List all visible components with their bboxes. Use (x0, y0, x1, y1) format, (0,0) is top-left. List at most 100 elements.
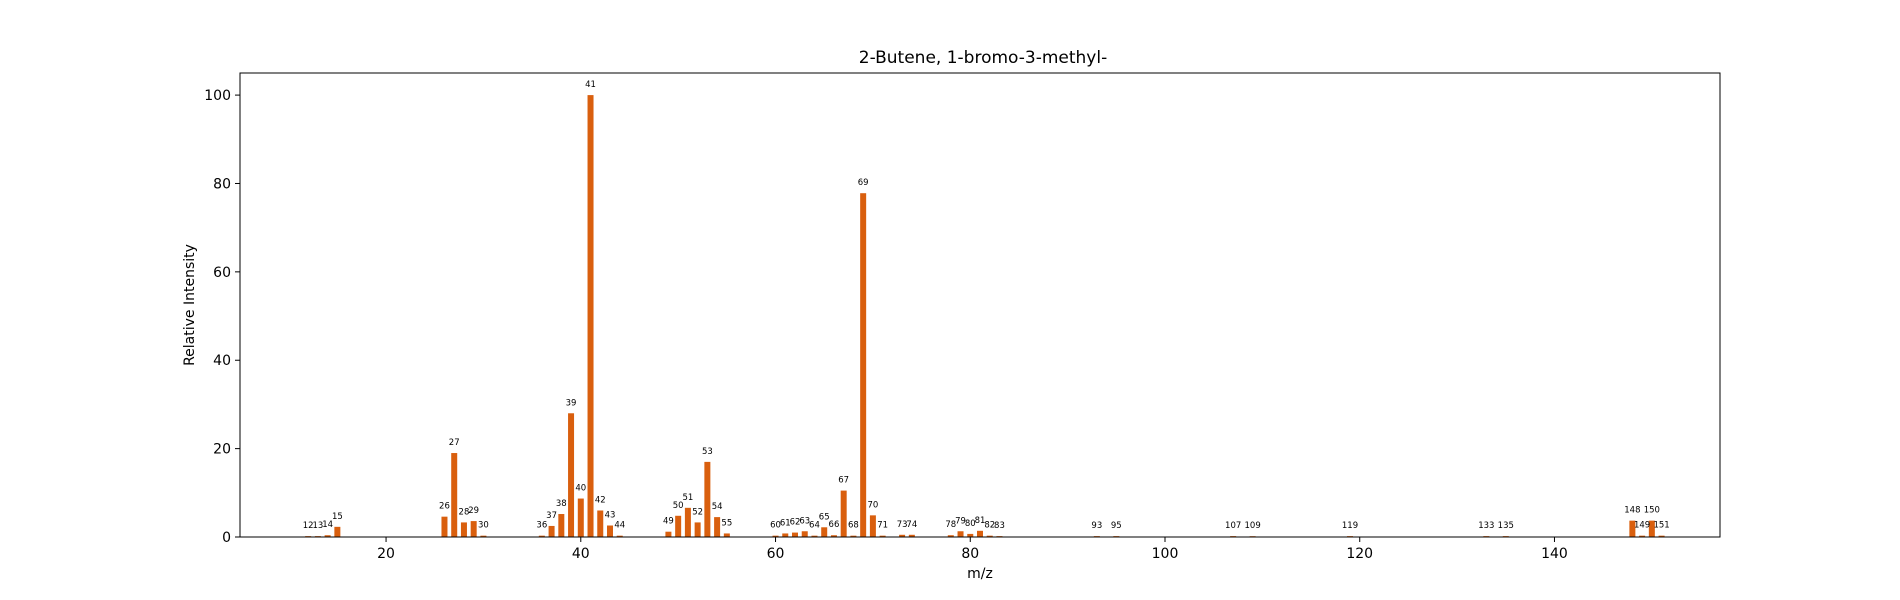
bar-mz-148 (1629, 520, 1636, 537)
bar-label-mz-53: 53 (702, 447, 713, 457)
bar-label-mz-109: 109 (1245, 521, 1261, 531)
x-tick-label-100: 100 (1152, 546, 1179, 562)
bar-label-mz-13: 13 (312, 521, 323, 531)
bar-mz-66 (830, 535, 837, 537)
bar-label-mz-68: 68 (848, 521, 859, 531)
bar-mz-36 (538, 535, 545, 537)
bar-label-mz-107: 107 (1225, 521, 1241, 531)
x-tick-label-80: 80 (961, 546, 979, 562)
plot-frame (239, 72, 1721, 538)
bar-mz-71 (879, 535, 886, 537)
bar-label-mz-51: 51 (682, 493, 693, 503)
bar-label-mz-65: 65 (819, 512, 830, 522)
bar-label-mz-27: 27 (449, 438, 460, 448)
bar-mz-55 (723, 533, 730, 537)
bar-mz-78 (947, 535, 954, 537)
x-tick-label-60: 60 (767, 546, 785, 562)
bar-mz-61 (782, 533, 789, 537)
bar-label-mz-70: 70 (867, 500, 878, 510)
bar-mz-151 (1658, 535, 1665, 537)
bar-label-mz-67: 67 (838, 476, 849, 486)
bar-mz-81 (977, 530, 983, 537)
y-tick-label-60: 60 (213, 265, 231, 281)
bar-label-mz-14: 14 (322, 520, 333, 530)
bar-mz-65 (821, 527, 828, 537)
y-axis-title: Relative Intensity (182, 244, 198, 366)
bar-mz-64 (811, 535, 818, 537)
bar-mz-67 (840, 490, 847, 537)
bar-mz-82 (986, 535, 993, 537)
bar-mz-30 (480, 535, 487, 537)
bar-label-mz-95: 95 (1111, 521, 1122, 531)
y-tick-label-20: 20 (213, 442, 231, 458)
bar-mz-52 (694, 522, 701, 537)
bar-label-mz-38: 38 (556, 499, 567, 509)
bar-label-mz-30: 30 (478, 521, 489, 531)
bar-label-mz-26: 26 (439, 502, 450, 512)
y-tick-label-40: 40 (213, 353, 231, 369)
y-tick-label-100: 100 (204, 88, 231, 104)
bar-label-mz-40: 40 (575, 484, 586, 494)
bar-label-mz-44: 44 (614, 521, 625, 531)
y-tick-label-0: 0 (222, 530, 231, 546)
bars-layer (305, 95, 1665, 537)
bar-label-mz-119: 119 (1342, 521, 1358, 531)
bar-mz-149 (1639, 535, 1646, 537)
bar-label-mz-12: 12 (303, 521, 314, 531)
bar-mz-44 (616, 535, 623, 537)
bar-label-mz-149: 149 (1634, 521, 1650, 531)
x-axis-title: m/z (967, 566, 993, 582)
bar-label-mz-82: 82 (984, 521, 995, 531)
bar-mz-53 (704, 461, 711, 537)
bar-label-mz-133: 133 (1478, 521, 1494, 531)
x-axis-ticks: 20 40 60 80 100 120 140 (377, 537, 1568, 562)
bar-label-mz-55: 55 (721, 518, 732, 528)
bar-label-mz-61: 61 (780, 518, 791, 528)
bar-mz-63 (801, 531, 808, 537)
bar-label-mz-29: 29 (468, 506, 479, 516)
bar-label-mz-69: 69 (858, 178, 869, 188)
bar-mz-73 (899, 534, 906, 537)
bar-mz-68 (850, 535, 857, 537)
bar-mz-49 (665, 531, 672, 537)
bar-mz-69 (860, 193, 867, 537)
bar-label-mz-42: 42 (595, 495, 606, 505)
bar-mz-26 (441, 516, 448, 537)
bar-label-mz-80: 80 (965, 519, 976, 529)
bar-mz-54 (714, 517, 721, 537)
bar-mz-37 (548, 525, 555, 537)
bar-mz-28 (460, 522, 467, 537)
bar-label-mz-148: 148 (1624, 506, 1640, 516)
bar-label-mz-73: 73 (897, 520, 908, 530)
bar-label-mz-79: 79 (955, 516, 966, 526)
bar-label-mz-62: 62 (790, 518, 801, 528)
bar-label-mz-50: 50 (673, 501, 684, 511)
bar-mz-41 (587, 95, 594, 537)
bar-label-mz-37: 37 (546, 511, 557, 521)
bar-label-mz-135: 135 (1498, 521, 1514, 531)
y-tick-label-80: 80 (213, 176, 231, 192)
bar-label-mz-71: 71 (877, 521, 888, 531)
bar-mz-14 (324, 535, 331, 537)
bar-label-mz-63: 63 (799, 516, 810, 526)
bar-mz-15 (334, 526, 341, 537)
bar-label-mz-15: 15 (332, 512, 343, 522)
bar-mz-79 (957, 531, 964, 537)
bar-label-mz-151: 151 (1653, 521, 1669, 531)
bar-label-mz-150: 150 (1644, 506, 1660, 516)
bar-label-mz-36: 36 (536, 521, 547, 531)
bar-mz-150 (1648, 520, 1655, 537)
bar-label-mz-49: 49 (663, 517, 674, 527)
bar-mz-39 (568, 413, 575, 537)
x-tick-label-20: 20 (377, 546, 395, 562)
bar-label-mz-54: 54 (712, 502, 723, 512)
bar-label-mz-64: 64 (809, 521, 820, 531)
bar-mz-70 (869, 515, 876, 537)
bar-mz-51 (684, 507, 691, 537)
bar-mz-74 (908, 534, 915, 537)
x-tick-label-120: 120 (1346, 546, 1373, 562)
bar-label-mz-43: 43 (605, 511, 616, 521)
bar-mz-43 (607, 525, 613, 537)
bar-label-mz-74: 74 (906, 520, 917, 530)
